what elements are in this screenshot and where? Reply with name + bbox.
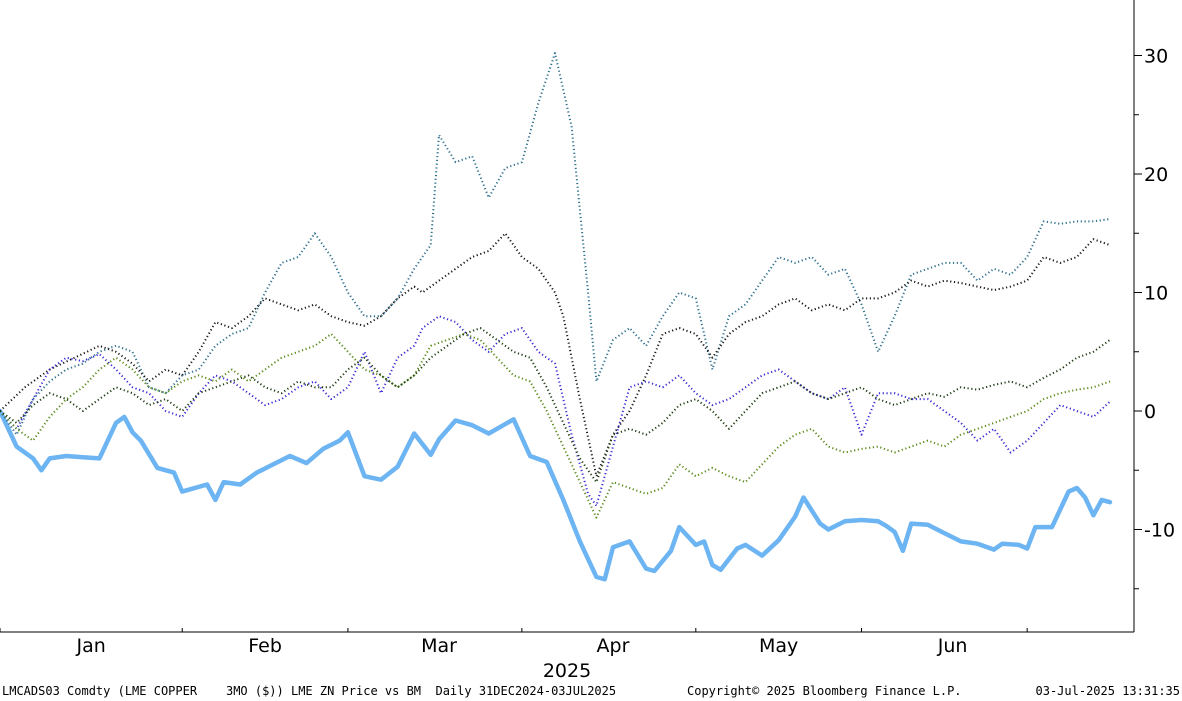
x-tick-label-feb: Feb: [248, 635, 282, 657]
x-tick-label-jan: Jan: [75, 635, 105, 657]
footer-copyright: Copyright© 2025 Bloomberg Finance L.P.: [687, 684, 962, 698]
y-tick-label: 20: [1144, 164, 1168, 186]
series-layer: [0, 52, 1113, 582]
series-line-3: [0, 232, 1111, 478]
year-label: 2025: [543, 660, 591, 682]
x-tick-label-may: May: [759, 635, 798, 657]
series-line-1: [0, 408, 1113, 582]
x-tick-label-jun: Jun: [937, 635, 968, 657]
footer-source: LMCADS03 Comdty (LME COPPER 3MO ($)) LME…: [2, 684, 617, 698]
footer-timestamp: 03-Jul-2025 13:31:35: [1035, 684, 1181, 698]
series-line-4: [0, 315, 1111, 507]
y-tick-label: 0: [1144, 401, 1156, 423]
x-tick-label-apr: Apr: [597, 635, 630, 657]
x-axis: Jan Feb Mar Apr May Jun: [0, 628, 1028, 657]
series-line-6: [0, 327, 1111, 484]
y-tick-label: -10: [1144, 520, 1175, 542]
y-tick-label: 10: [1144, 283, 1168, 305]
y-tick-label: 30: [1144, 46, 1168, 68]
series-line-2: [0, 52, 1111, 436]
y-axis: -10 0 10 20 30: [1134, 46, 1175, 590]
x-tick-label-mar: Mar: [421, 635, 457, 657]
series-line-5: [0, 333, 1111, 519]
